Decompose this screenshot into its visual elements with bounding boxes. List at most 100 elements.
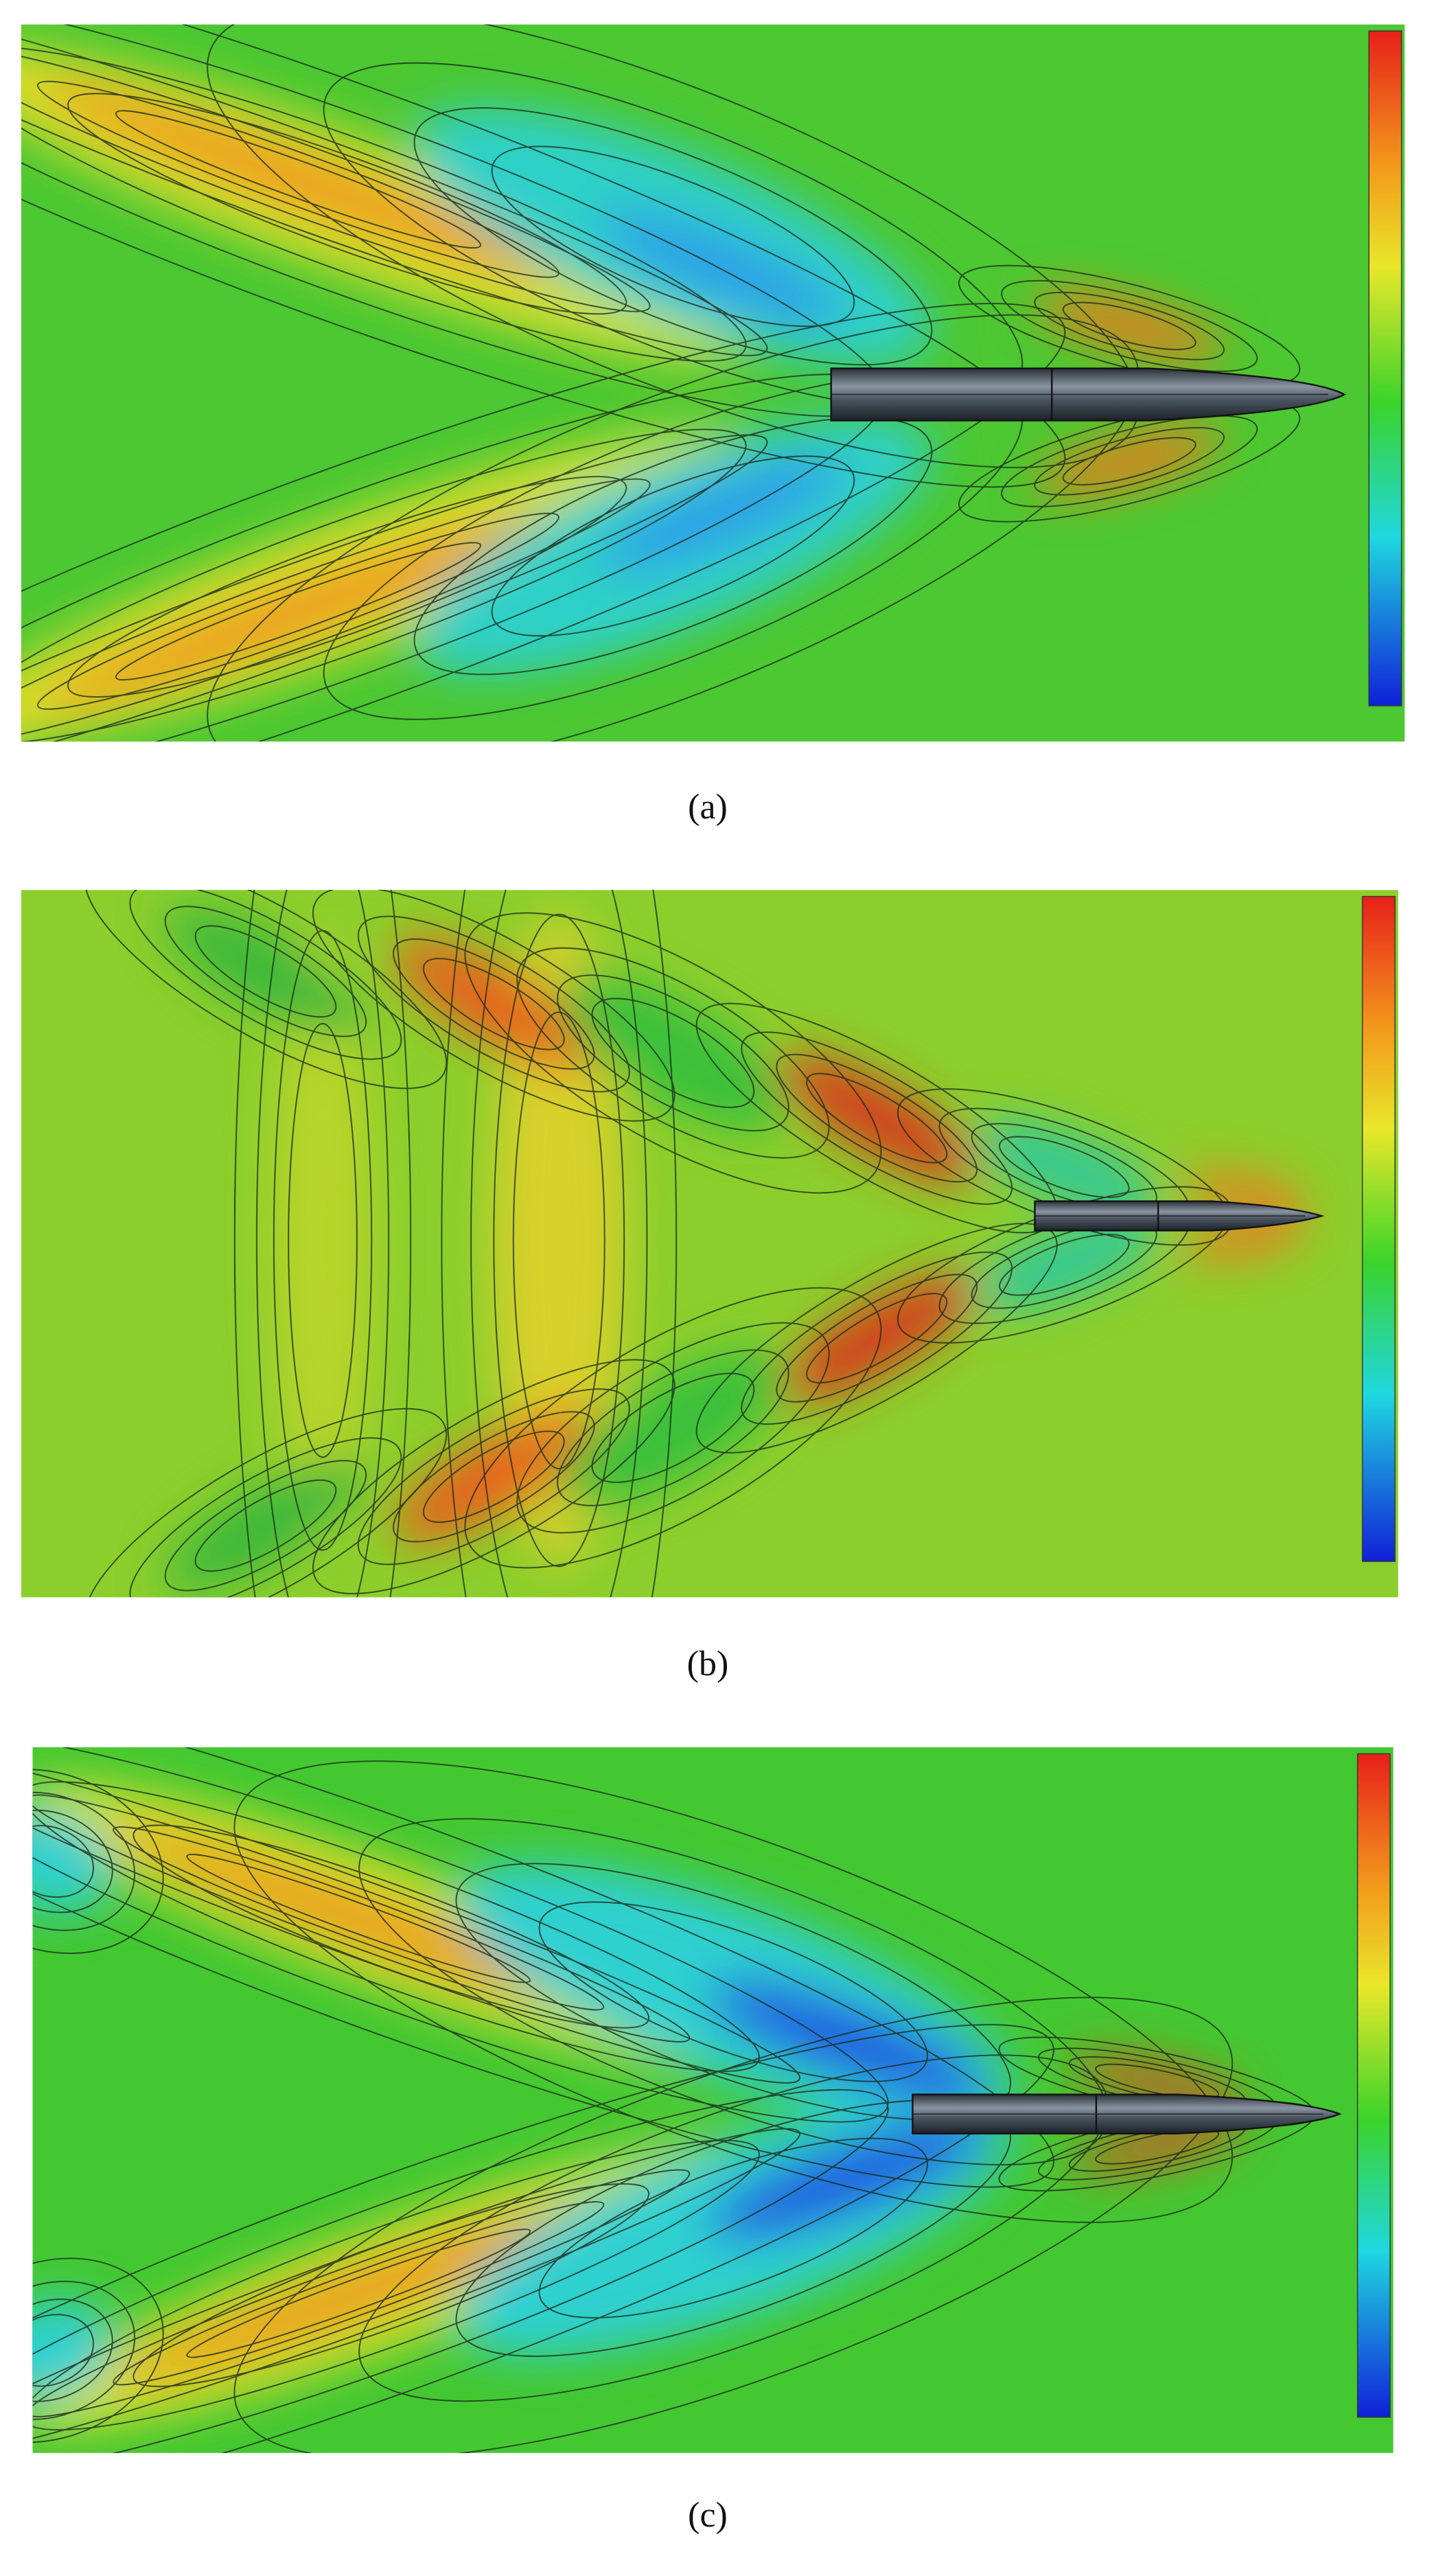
field-region: [165, 1460, 367, 1591]
contour-line: [186, 1854, 531, 1983]
contour-line: [312, 1359, 675, 1595]
contour-lines: [32, 1747, 1316, 2453]
caption: (b): [687, 1644, 729, 1683]
contour-line: [441, 890, 678, 1598]
field-region: [1069, 2056, 1245, 2106]
contour-line: [1095, 2128, 1219, 2165]
contour-line: [1062, 301, 1196, 350]
field-region: [708, 2119, 986, 2240]
contour-line: [84, 890, 448, 1090]
contour-line: [32, 1791, 136, 1931]
field-region: [393, 939, 594, 1069]
color-field: [32, 1782, 1245, 2430]
colorbar: [1356, 1753, 1391, 2418]
contour-line: [1034, 291, 1225, 360]
field-region: [776, 1274, 978, 1402]
contour-line: [32, 1769, 164, 1954]
contour-line: [422, 958, 565, 1050]
contour-line: [32, 2169, 691, 2417]
contour-line: [1095, 2063, 1219, 2100]
contour-line: [357, 1388, 630, 1565]
caption: (c): [688, 2496, 728, 2535]
contour-line: [1001, 279, 1258, 372]
contour-line: [32, 1753, 800, 2084]
contour-line: [470, 890, 648, 1598]
contour-line: [999, 1234, 1130, 1296]
field-region: [557, 975, 789, 1131]
field-region: [113, 1827, 604, 2010]
contour-line: [32, 2139, 760, 2431]
contour-line: [1034, 427, 1225, 496]
contour-line: [21, 478, 651, 742]
contour-line: [129, 1437, 402, 1598]
contour-line: [32, 1747, 1054, 2188]
field-region: [971, 1221, 1157, 1309]
field-region: [600, 456, 844, 571]
contour-line: [357, 915, 630, 1093]
contour-line: [491, 455, 855, 637]
contour-line: [255, 890, 390, 1598]
contour-line: [21, 428, 747, 742]
field-region: [776, 1054, 978, 1182]
contour-line: [32, 2024, 1054, 2453]
contour-line: [21, 46, 651, 312]
contour-line: [194, 1479, 337, 1572]
contour-line: [464, 1287, 882, 1569]
field-region: [971, 1123, 1157, 1210]
contour-line: [958, 264, 1301, 387]
caption: (a): [688, 787, 728, 827]
contour-line: [1001, 415, 1258, 507]
contour-line: [312, 890, 675, 1122]
contour-line: [233, 890, 412, 1598]
contour-line: [591, 1372, 755, 1483]
contour-line: [113, 2201, 605, 2386]
contour-line: [413, 417, 933, 676]
contour-line: [806, 1293, 948, 1383]
contour-line: [84, 1407, 448, 1598]
contour-line: [516, 947, 830, 1159]
plot-area: [32, 1747, 1393, 2453]
contour-line: [557, 974, 789, 1131]
contour-line: [32, 1825, 94, 1898]
contour-line: [207, 24, 1140, 468]
contour-panel: [32, 1747, 1393, 2453]
contour-line: [413, 107, 933, 366]
contour-line: [32, 2280, 136, 2420]
contour-line: [164, 1460, 367, 1591]
contour-line: [21, 434, 768, 742]
contour-line: [164, 906, 367, 1037]
contour-line: [455, 1863, 1012, 2121]
field-region: [37, 81, 559, 277]
field-region: [32, 1810, 113, 1913]
contour-line: [21, 24, 768, 356]
color-field: [21, 46, 1225, 742]
contour-line: [591, 998, 755, 1108]
field-region: [113, 2202, 604, 2385]
plot-area: [21, 24, 1405, 742]
contour-line: [288, 1022, 358, 1458]
contour-line: [32, 1809, 113, 1913]
contour-line: [113, 1826, 605, 2011]
contour-line: [741, 1251, 1013, 1425]
contour-lines: [21, 24, 1301, 742]
plot-area: [21, 890, 1398, 1598]
field-region: [1069, 2121, 1245, 2172]
contour-line: [422, 1430, 565, 1523]
contour-line: [538, 2137, 928, 2319]
contour-line: [393, 938, 595, 1070]
contour-line: [516, 1322, 830, 1534]
contour-line: [393, 1411, 595, 1543]
field-region: [32, 2299, 113, 2402]
contour-line: [32, 2257, 164, 2443]
contour-line: [233, 1997, 1234, 2453]
contour-line: [557, 1349, 789, 1506]
contour-line: [776, 1274, 978, 1403]
colorbar: [1361, 895, 1396, 1563]
contour-line: [464, 912, 882, 1194]
contour-line: [1062, 437, 1196, 486]
contour-line: [358, 2054, 1109, 2402]
contour-line: [512, 1011, 605, 1469]
field-region: [37, 513, 559, 709]
contour-line: [186, 2229, 531, 2358]
